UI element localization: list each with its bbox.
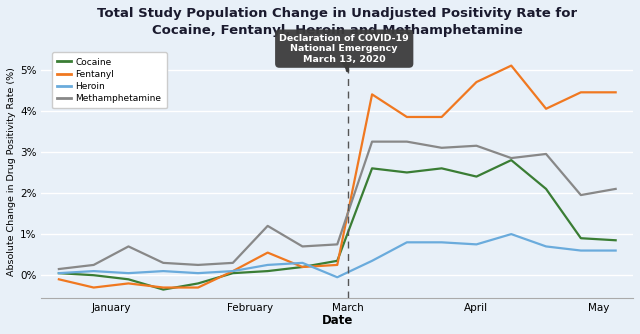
X-axis label: Date: Date [321, 314, 353, 327]
Legend: Cocaine, Fentanyl, Heroin, Methamphetamine: Cocaine, Fentanyl, Heroin, Methamphetami… [52, 52, 167, 109]
Text: Declaration of COVID-19
National Emergency
March 13, 2020: Declaration of COVID-19 National Emergen… [279, 34, 409, 71]
Y-axis label: Absolute Change in Drug Positivity Rate (%): Absolute Change in Drug Positivity Rate … [7, 67, 16, 276]
Title: Total Study Population Change in Unadjusted Positivity Rate for
Cocaine, Fentany: Total Study Population Change in Unadjus… [97, 7, 577, 37]
